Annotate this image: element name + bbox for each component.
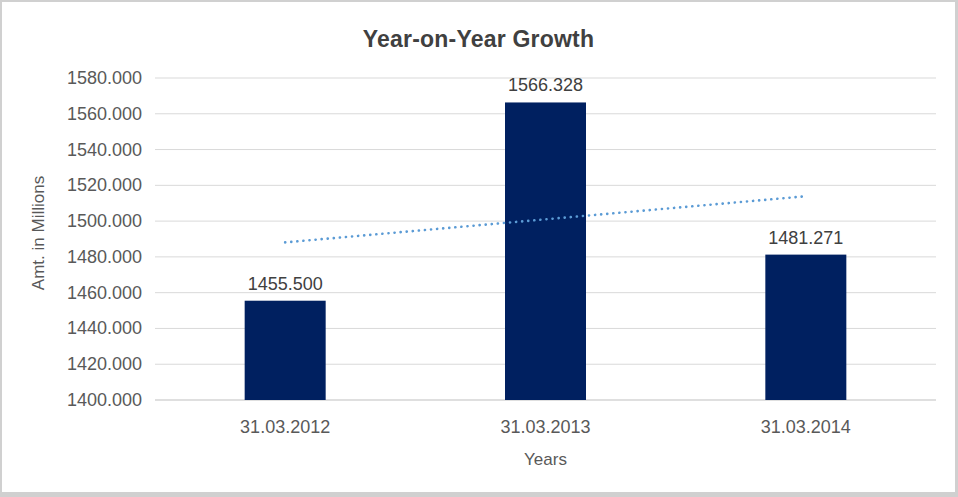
- y-tick-label: 1420.000: [67, 354, 142, 374]
- bar: [245, 301, 326, 400]
- x-tick-label: 31.03.2013: [500, 417, 590, 437]
- y-tick-label: 1500.000: [67, 211, 142, 231]
- y-tick-label: 1480.000: [67, 247, 142, 267]
- x-tick-label: 31.03.2014: [761, 417, 851, 437]
- y-tick-label: 1540.000: [67, 140, 142, 160]
- y-tick-label: 1560.000: [67, 104, 142, 124]
- bar-data-label: 1566.328: [508, 75, 583, 95]
- y-tick-label: 1460.000: [67, 283, 142, 303]
- bar: [505, 102, 586, 400]
- chart-container: Year-on-Year Growth Amt. in Millions Yea…: [0, 0, 958, 497]
- y-tick-label: 1400.000: [67, 390, 142, 410]
- y-tick-label: 1580.000: [67, 68, 142, 88]
- bar-data-label: 1481.271: [768, 228, 843, 248]
- bar-data-label: 1455.500: [248, 274, 323, 294]
- y-tick-label: 1520.000: [67, 175, 142, 195]
- x-tick-label: 31.03.2012: [240, 417, 330, 437]
- bar: [765, 255, 846, 400]
- y-tick-label: 1440.000: [67, 318, 142, 338]
- plot-area: 1400.000 1420.000 1440.000 1460.000 1480.000…: [2, 2, 955, 492]
